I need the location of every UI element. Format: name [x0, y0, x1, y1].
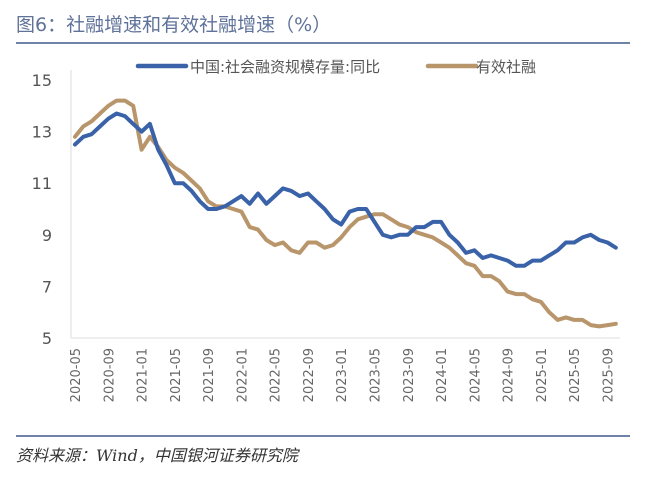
y-tick-label: 7	[42, 277, 52, 296]
y-tick-label: 5	[42, 329, 52, 348]
x-tick-label: 2023-01	[335, 348, 350, 402]
source-note: 资料来源：Wind，中国银河证券研究院	[16, 446, 298, 465]
series-line-0	[73, 111, 618, 268]
x-tick-label: 2022-01	[235, 348, 250, 402]
x-tick-label: 2025-09	[601, 348, 616, 402]
x-tick-label: 2025-01	[535, 348, 550, 402]
x-tick-label: 2024-01	[435, 348, 450, 402]
x-tick-label: 2024-09	[502, 348, 517, 402]
x-tick-label: 2021-05	[169, 348, 184, 402]
chart-title: 图6：社融增速和有效社融增速（%）	[16, 14, 332, 36]
series-line-1	[73, 98, 618, 329]
x-tick-label: 2023-09	[402, 348, 417, 402]
x-tick-label: 2025-05	[568, 348, 583, 402]
y-tick-label: 13	[32, 123, 52, 142]
x-tick-label: 2022-09	[302, 348, 317, 402]
title-divider	[16, 42, 630, 44]
series-lines	[73, 98, 618, 329]
legend: 中国:社会融资规模存量:同比 有效社融	[135, 58, 536, 76]
x-tick-label: 2024-05	[468, 348, 483, 402]
y-tick-label: 15	[32, 71, 52, 90]
x-tick-label: 2023-05	[369, 348, 384, 402]
footer-divider	[16, 435, 630, 437]
legend-label-0: 中国:社会融资规模存量:同比	[190, 58, 380, 76]
x-tick-label: 2020-09	[102, 348, 117, 402]
x-tick-label: 2021-01	[136, 348, 151, 402]
legend-label-1: 有效社融	[476, 58, 536, 76]
x-tick-label: 2020-05	[69, 348, 84, 402]
x-tick-label: 2021-09	[202, 348, 217, 402]
axes: 5 7 9 11 13 15 2020-05 2020-09 2021-01 2021-05 202…	[32, 70, 620, 402]
x-tick-label: 2022-05	[269, 348, 284, 402]
y-tick-label: 11	[32, 174, 52, 193]
y-tick-label: 9	[42, 226, 52, 245]
